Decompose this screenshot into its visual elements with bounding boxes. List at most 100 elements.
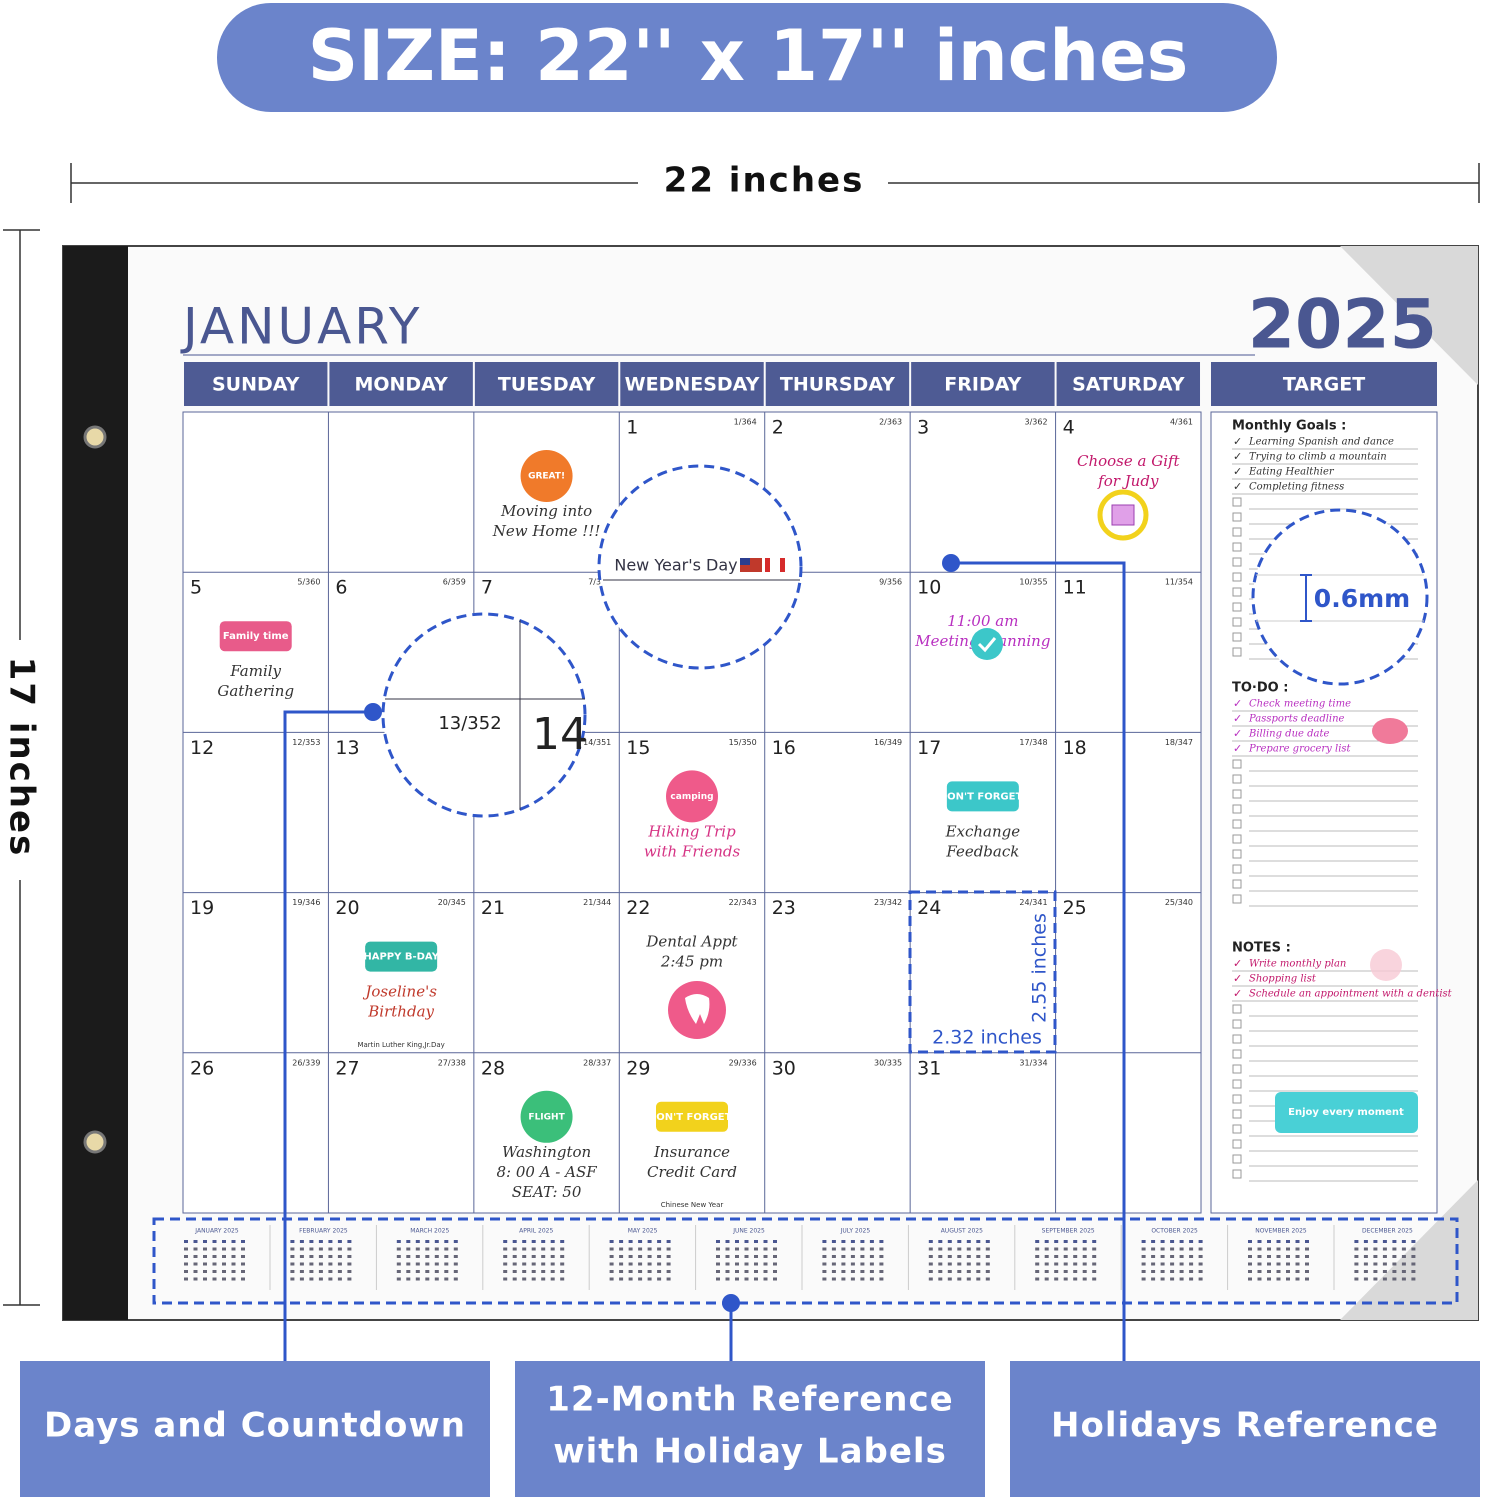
mini-day [347,1247,352,1251]
mini-day [503,1262,508,1266]
holiday-callout: New Year's Day [614,556,737,575]
weekday-header [911,362,1055,406]
weekday-label: THURSDAY [780,374,895,396]
mini-day [869,1240,874,1243]
mini-day [203,1240,207,1243]
mini-day [1082,1255,1087,1258]
mini-day [1401,1270,1406,1273]
section-item: Check meeting time [1249,699,1351,710]
mini-day [309,1262,314,1266]
mini-day [666,1247,671,1251]
mini-day [957,1255,962,1258]
checkbox [1232,1169,1242,1179]
mini-day [212,1270,217,1273]
mini-day [869,1270,874,1273]
mini-day [1141,1262,1146,1266]
mini-title: JANUARY 2025 [194,1228,239,1235]
weekday-header [184,362,328,406]
mini-day [1179,1247,1184,1251]
mini-day [657,1240,662,1243]
mini-day [822,1277,827,1281]
mini-day [822,1270,827,1273]
binding-strip [63,246,128,1320]
section-item: Write monthly plan [1249,959,1346,970]
mini-title: NOVEMBER 2025 [1255,1228,1307,1235]
mini-day [831,1247,836,1251]
callouts: New Year's Day 13/352 14 0.6mm 2.55 inches 2.… [152,464,1459,1362]
checkbox [1232,632,1242,642]
mini-day [453,1240,458,1243]
mini-day [976,1277,981,1281]
mini-day [550,1247,555,1251]
mini-day [1035,1277,1040,1281]
checkbox [1232,497,1242,507]
mini-day [1401,1262,1406,1266]
mini-day [822,1247,827,1251]
weekday-header [765,362,910,406]
mini-day [831,1262,836,1266]
mini-day [444,1240,449,1243]
countdown: 26/339 [292,1058,320,1067]
mini-day [541,1247,546,1251]
mini-day [763,1247,768,1251]
mini-day [773,1240,777,1243]
day-number: 7 [481,577,493,599]
mini-day [754,1240,758,1243]
mini-day [754,1262,758,1266]
mini-day [560,1262,565,1266]
mini-day [231,1277,236,1281]
mini-day [1189,1262,1194,1266]
mini-day [957,1247,962,1251]
mini-day [309,1270,314,1273]
mini-day [309,1240,314,1243]
mini-day [831,1240,836,1243]
day-number: 15 [626,737,650,759]
cell-height: 2.55 inches [1029,913,1051,1023]
width-label: 22 inches [664,161,865,201]
mini-day [503,1240,508,1243]
mini-calendars: JANUARY 2025 FEBRUARY 2025 MARCH 2025 APRIL… [184,1225,1416,1290]
mini-day [841,1240,846,1243]
mini-day [609,1240,614,1243]
mini-day [1248,1262,1252,1266]
mini-day [434,1270,439,1273]
mini-day [985,1240,990,1243]
mini-day [1276,1277,1281,1281]
piggy-bank [1372,718,1408,744]
mini-day [773,1247,777,1251]
checkbox [1232,1079,1242,1089]
mini-title: APRIL 2025 [519,1228,553,1235]
enjoy-sticker [1275,1092,1418,1133]
cell-note: SEAT: 50 [512,1183,582,1201]
mini-day [1151,1255,1156,1258]
checkbox [1232,1004,1242,1014]
mini-day [1392,1255,1397,1258]
mini-day [1035,1262,1040,1266]
mini-day [638,1255,643,1258]
mini-day [299,1262,304,1266]
mini-day [425,1240,430,1243]
mini-day [869,1247,874,1251]
mini-day [619,1240,624,1243]
mini-day [503,1247,508,1251]
mini-day [638,1270,643,1273]
sticker-text: GREAT! [528,472,565,482]
mini-day [1035,1255,1040,1258]
mini-day [512,1247,517,1251]
day-number: 5 [190,577,202,599]
mini-day [744,1240,749,1243]
mini-day [1248,1240,1252,1243]
countdown-callout: 13/352 [438,713,501,734]
mini-day [928,1255,933,1258]
mini-day [773,1277,777,1281]
mini-day [347,1277,352,1281]
mini-day [938,1262,943,1266]
mini-title: SEPTEMBER 2025 [1042,1228,1095,1235]
mini-day [928,1270,933,1273]
mini-day [985,1270,990,1273]
mini-day [850,1247,855,1251]
mini-day [957,1277,962,1281]
mini-day [754,1277,758,1281]
feature-text: Days and Countdown [44,1406,466,1446]
mini-day [1248,1255,1252,1258]
